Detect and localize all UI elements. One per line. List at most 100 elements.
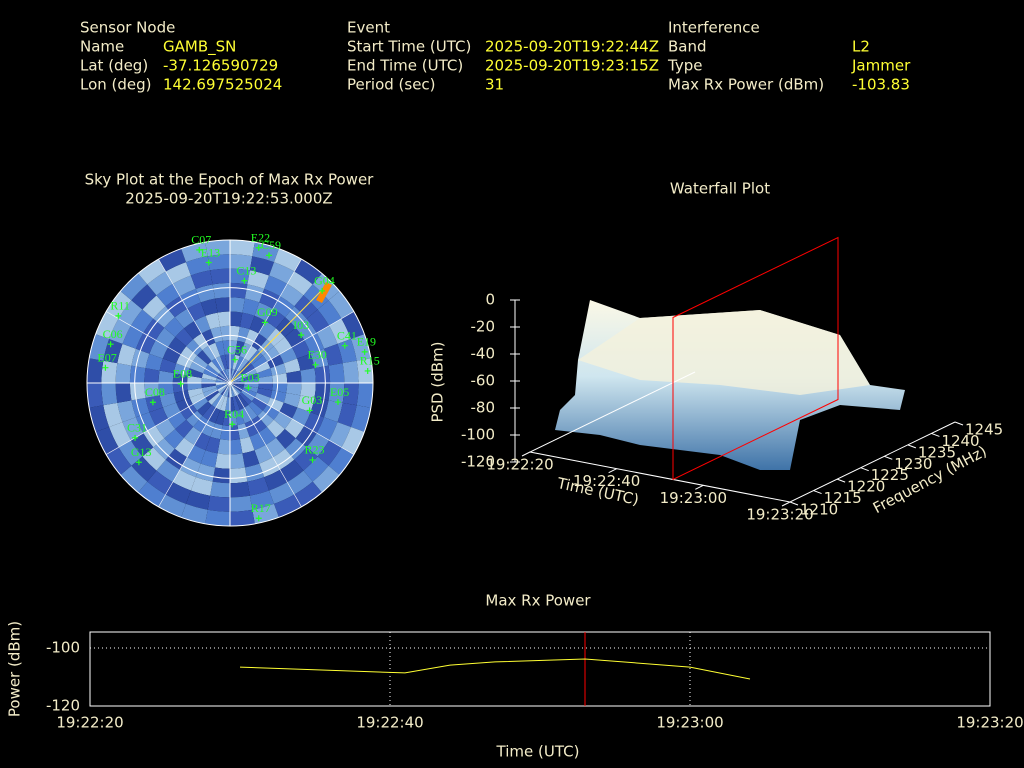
sky-cell [197, 350, 212, 365]
sky-cell [273, 411, 292, 429]
sky-cell [244, 463, 265, 482]
sky-cell [173, 363, 190, 376]
sky-cell [272, 373, 288, 383]
satellite-label: C08 [145, 385, 165, 399]
satellite-marker [255, 244, 262, 251]
y-tick [954, 421, 964, 426]
sky-cell [205, 240, 230, 257]
sky-cell [155, 418, 176, 439]
sky-cell [165, 296, 188, 318]
sky-cell [208, 407, 221, 424]
satellite-marker [306, 407, 313, 414]
sky-cell [159, 392, 177, 408]
sky-cell [118, 300, 143, 326]
satellite-label: R11 [110, 299, 130, 313]
sky-cell [242, 387, 257, 398]
sky-cell [242, 368, 257, 379]
sky-cell [208, 392, 221, 405]
z-tick-label: -100 [461, 426, 495, 444]
x-tick [695, 484, 704, 490]
sky-cell [203, 368, 218, 379]
sky-cell [210, 423, 223, 440]
sky-cell [158, 494, 186, 518]
sky-cell [156, 459, 180, 483]
sky-cell [264, 469, 288, 491]
sky-cell [242, 298, 260, 316]
sky-cell [220, 370, 230, 383]
sky-cell [156, 283, 180, 307]
sky-cell [230, 397, 235, 412]
sky-cell [193, 333, 209, 351]
sky-cell [249, 432, 266, 451]
sky-cell [258, 321, 276, 340]
satellite-marker [102, 364, 109, 371]
chart-title: Sky Plot at the Epoch of Max Rx Power [85, 171, 375, 189]
sky-cell [244, 378, 259, 383]
z-tick-label: -120 [461, 453, 495, 471]
sky-cell [217, 311, 230, 327]
sky-cell [230, 481, 250, 498]
sky-cell [239, 407, 252, 424]
sky-cell [131, 348, 150, 369]
sky-cell [142, 447, 166, 471]
sky-cell [176, 354, 193, 369]
sky-cell [230, 383, 240, 396]
sky-cell [201, 420, 216, 437]
sky-cell [230, 495, 253, 512]
sky-cell [117, 400, 136, 423]
sky-cell [225, 397, 230, 412]
sky-cell [190, 477, 213, 496]
sky-cell [190, 270, 213, 289]
sky-cell [276, 429, 296, 449]
sky-cell [174, 437, 195, 458]
sky-cell [244, 404, 258, 421]
sky-cell [230, 354, 235, 369]
sky-cell [283, 358, 301, 374]
sky-cell [210, 326, 223, 343]
sky-cell [237, 423, 250, 440]
sky-cell [230, 383, 245, 388]
sky-cell [165, 448, 188, 470]
plot-frame [89, 631, 991, 707]
sky-cell [258, 375, 273, 383]
sky-cell [342, 383, 359, 406]
satellite-label: E19 [357, 335, 376, 349]
sky-cell [265, 437, 286, 458]
sky-cell [225, 383, 230, 398]
sky-cell [208, 361, 221, 374]
sky-cell [230, 509, 255, 526]
sky-cell [201, 373, 217, 381]
sky-cell [173, 390, 190, 403]
y-tick-label: 1220 [847, 478, 885, 496]
sky-cell [280, 459, 304, 483]
sky-cell [195, 463, 216, 482]
sky-cell [207, 254, 230, 271]
field-value: 142.697525024 [163, 76, 282, 94]
sky-cell [144, 368, 160, 383]
jammer-direction [229, 289, 323, 384]
z-tick-label: -40 [471, 345, 496, 363]
sky-cell [300, 383, 316, 398]
sky-cell [189, 361, 206, 374]
satellite-marker [309, 456, 316, 463]
power-line [239, 658, 751, 680]
sky-cell [186, 256, 211, 276]
sky-cell [243, 385, 259, 393]
sky-cell [314, 383, 331, 401]
sky-cell [215, 340, 225, 357]
field-label: Lat (deg) [80, 57, 148, 75]
satellite-marker [261, 319, 268, 326]
sky-cell [316, 325, 338, 349]
sky-cell [274, 248, 302, 272]
satellite-label: E22 [251, 231, 270, 245]
sky-cell [230, 297, 245, 313]
sky-cell [103, 402, 123, 427]
satellite-label: E07 [97, 350, 116, 364]
sky-cell [158, 370, 174, 383]
sky-cell [350, 334, 371, 361]
y-tick-label: 1230 [894, 455, 932, 473]
sky-cell [297, 353, 315, 371]
satellite-label: C41 [337, 328, 357, 342]
y-tick [907, 444, 917, 449]
